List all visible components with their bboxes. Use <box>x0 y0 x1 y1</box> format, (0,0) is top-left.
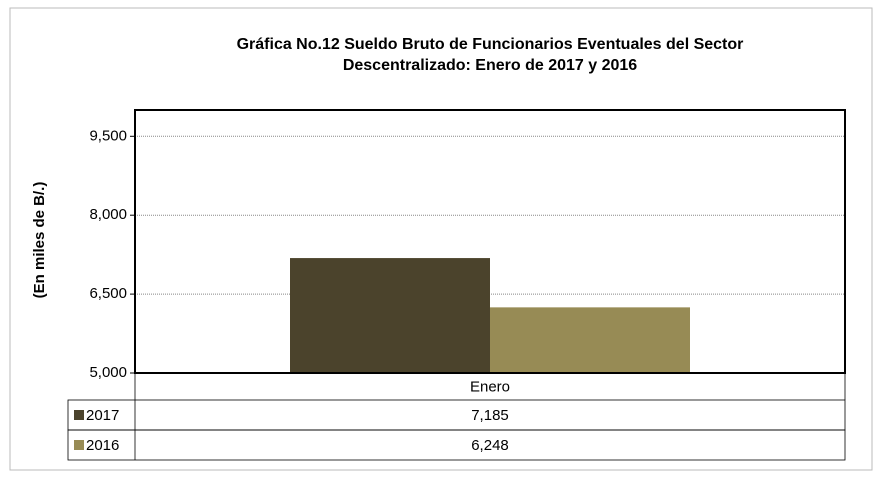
y-axis-label: (En miles de B/.) <box>31 182 48 299</box>
y-tick-label: 5,000 <box>89 364 127 381</box>
chart-title: Gráfica No.12 Sueldo Bruto de Funcionari… <box>236 36 744 74</box>
legend-key <box>74 410 84 420</box>
y-tick-label: 9,500 <box>89 127 127 144</box>
bar <box>290 258 490 373</box>
y-tick-label: 8,000 <box>89 206 127 223</box>
legend-label: 2017 <box>86 407 119 424</box>
category-label: Enero <box>470 378 510 395</box>
chart-frame <box>9 7 873 471</box>
data-table-value: 6,248 <box>471 437 509 454</box>
table-row <box>67 399 846 431</box>
y-tick-label: 6,500 <box>89 285 127 302</box>
bar <box>490 307 690 373</box>
data-table-value: 7,185 <box>471 407 509 424</box>
legend-key <box>74 440 84 450</box>
table-row <box>67 429 846 461</box>
legend-label: 2016 <box>86 437 119 454</box>
